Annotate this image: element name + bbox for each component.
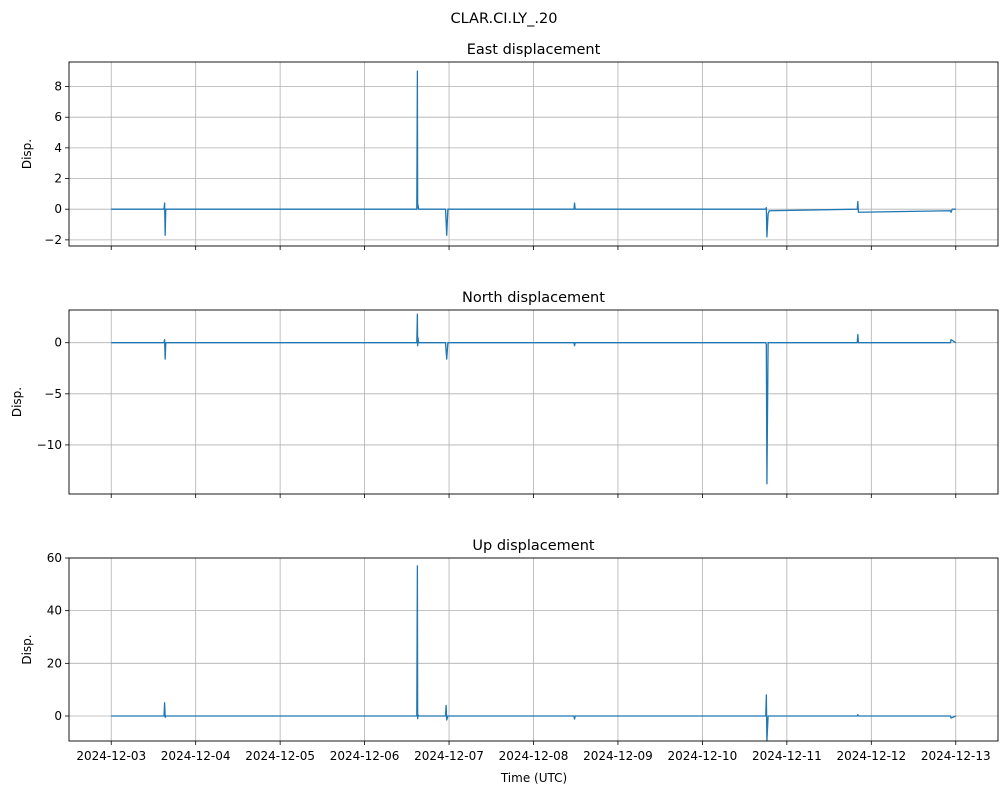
y-tick-label: 20 bbox=[47, 656, 62, 670]
subplot-title: Up displacement bbox=[472, 538, 594, 554]
y-tick-label: 0 bbox=[54, 709, 62, 723]
subplots: −2 0 2 4 6 8 East displacement Disp. −10 −5 0 North… bbox=[10, 42, 999, 763]
x-tick-label: 2024-12-11 bbox=[752, 749, 822, 763]
y-axis-label: Disp. bbox=[20, 634, 34, 664]
subplot-1: −2 0 2 4 6 8 East displacement Disp. bbox=[20, 42, 999, 250]
x-tick-label: 2024-12-12 bbox=[836, 749, 906, 763]
series-line bbox=[111, 70, 956, 238]
subplot-2: −10 −5 0 North displacement Disp. bbox=[10, 290, 999, 498]
y-tick-label: 0 bbox=[54, 202, 62, 216]
y-tick-label: 40 bbox=[47, 604, 62, 618]
subplot-title: East displacement bbox=[467, 42, 601, 58]
series-line bbox=[111, 565, 957, 742]
x-tick-label: 2024-12-06 bbox=[330, 749, 400, 763]
x-tick-label: 2024-12-09 bbox=[583, 749, 653, 763]
y-tick-label: −10 bbox=[37, 438, 62, 452]
series-line bbox=[111, 313, 957, 485]
axes-frame bbox=[68, 557, 999, 742]
x-tick-label: 2024-12-04 bbox=[161, 749, 231, 763]
y-axis-label: Disp. bbox=[20, 139, 34, 169]
subplot-3: 2024-12-03 2024-12-04 2024-12-05 2024-12-06… bbox=[20, 538, 999, 763]
axes-frame bbox=[68, 61, 999, 247]
figure-title: CLAR.CI.LY_.20 bbox=[451, 11, 558, 27]
x-tick-label: 2024-12-05 bbox=[245, 749, 315, 763]
y-tick-label: 0 bbox=[54, 336, 62, 350]
y-tick-label: 4 bbox=[54, 141, 62, 155]
axes-frame bbox=[68, 309, 999, 495]
x-tick-label: 2024-12-08 bbox=[499, 749, 569, 763]
y-tick-label: 6 bbox=[54, 110, 62, 124]
y-tick-label: 8 bbox=[54, 80, 62, 94]
x-tick-label: 2024-12-07 bbox=[414, 749, 484, 763]
y-axis-label: Disp. bbox=[10, 387, 24, 417]
y-tick-label: 60 bbox=[47, 551, 62, 565]
y-tick-label: −5 bbox=[44, 387, 62, 401]
subplot-title: North displacement bbox=[462, 290, 605, 306]
y-tick-label: 2 bbox=[54, 172, 62, 186]
x-axis-label: Time (UTC) bbox=[500, 771, 567, 785]
x-tick-label: 2024-12-03 bbox=[76, 749, 146, 763]
y-tick-label: −2 bbox=[44, 233, 62, 247]
x-tick-label: 2024-12-13 bbox=[921, 749, 991, 763]
x-tick-label: 2024-12-10 bbox=[668, 749, 738, 763]
